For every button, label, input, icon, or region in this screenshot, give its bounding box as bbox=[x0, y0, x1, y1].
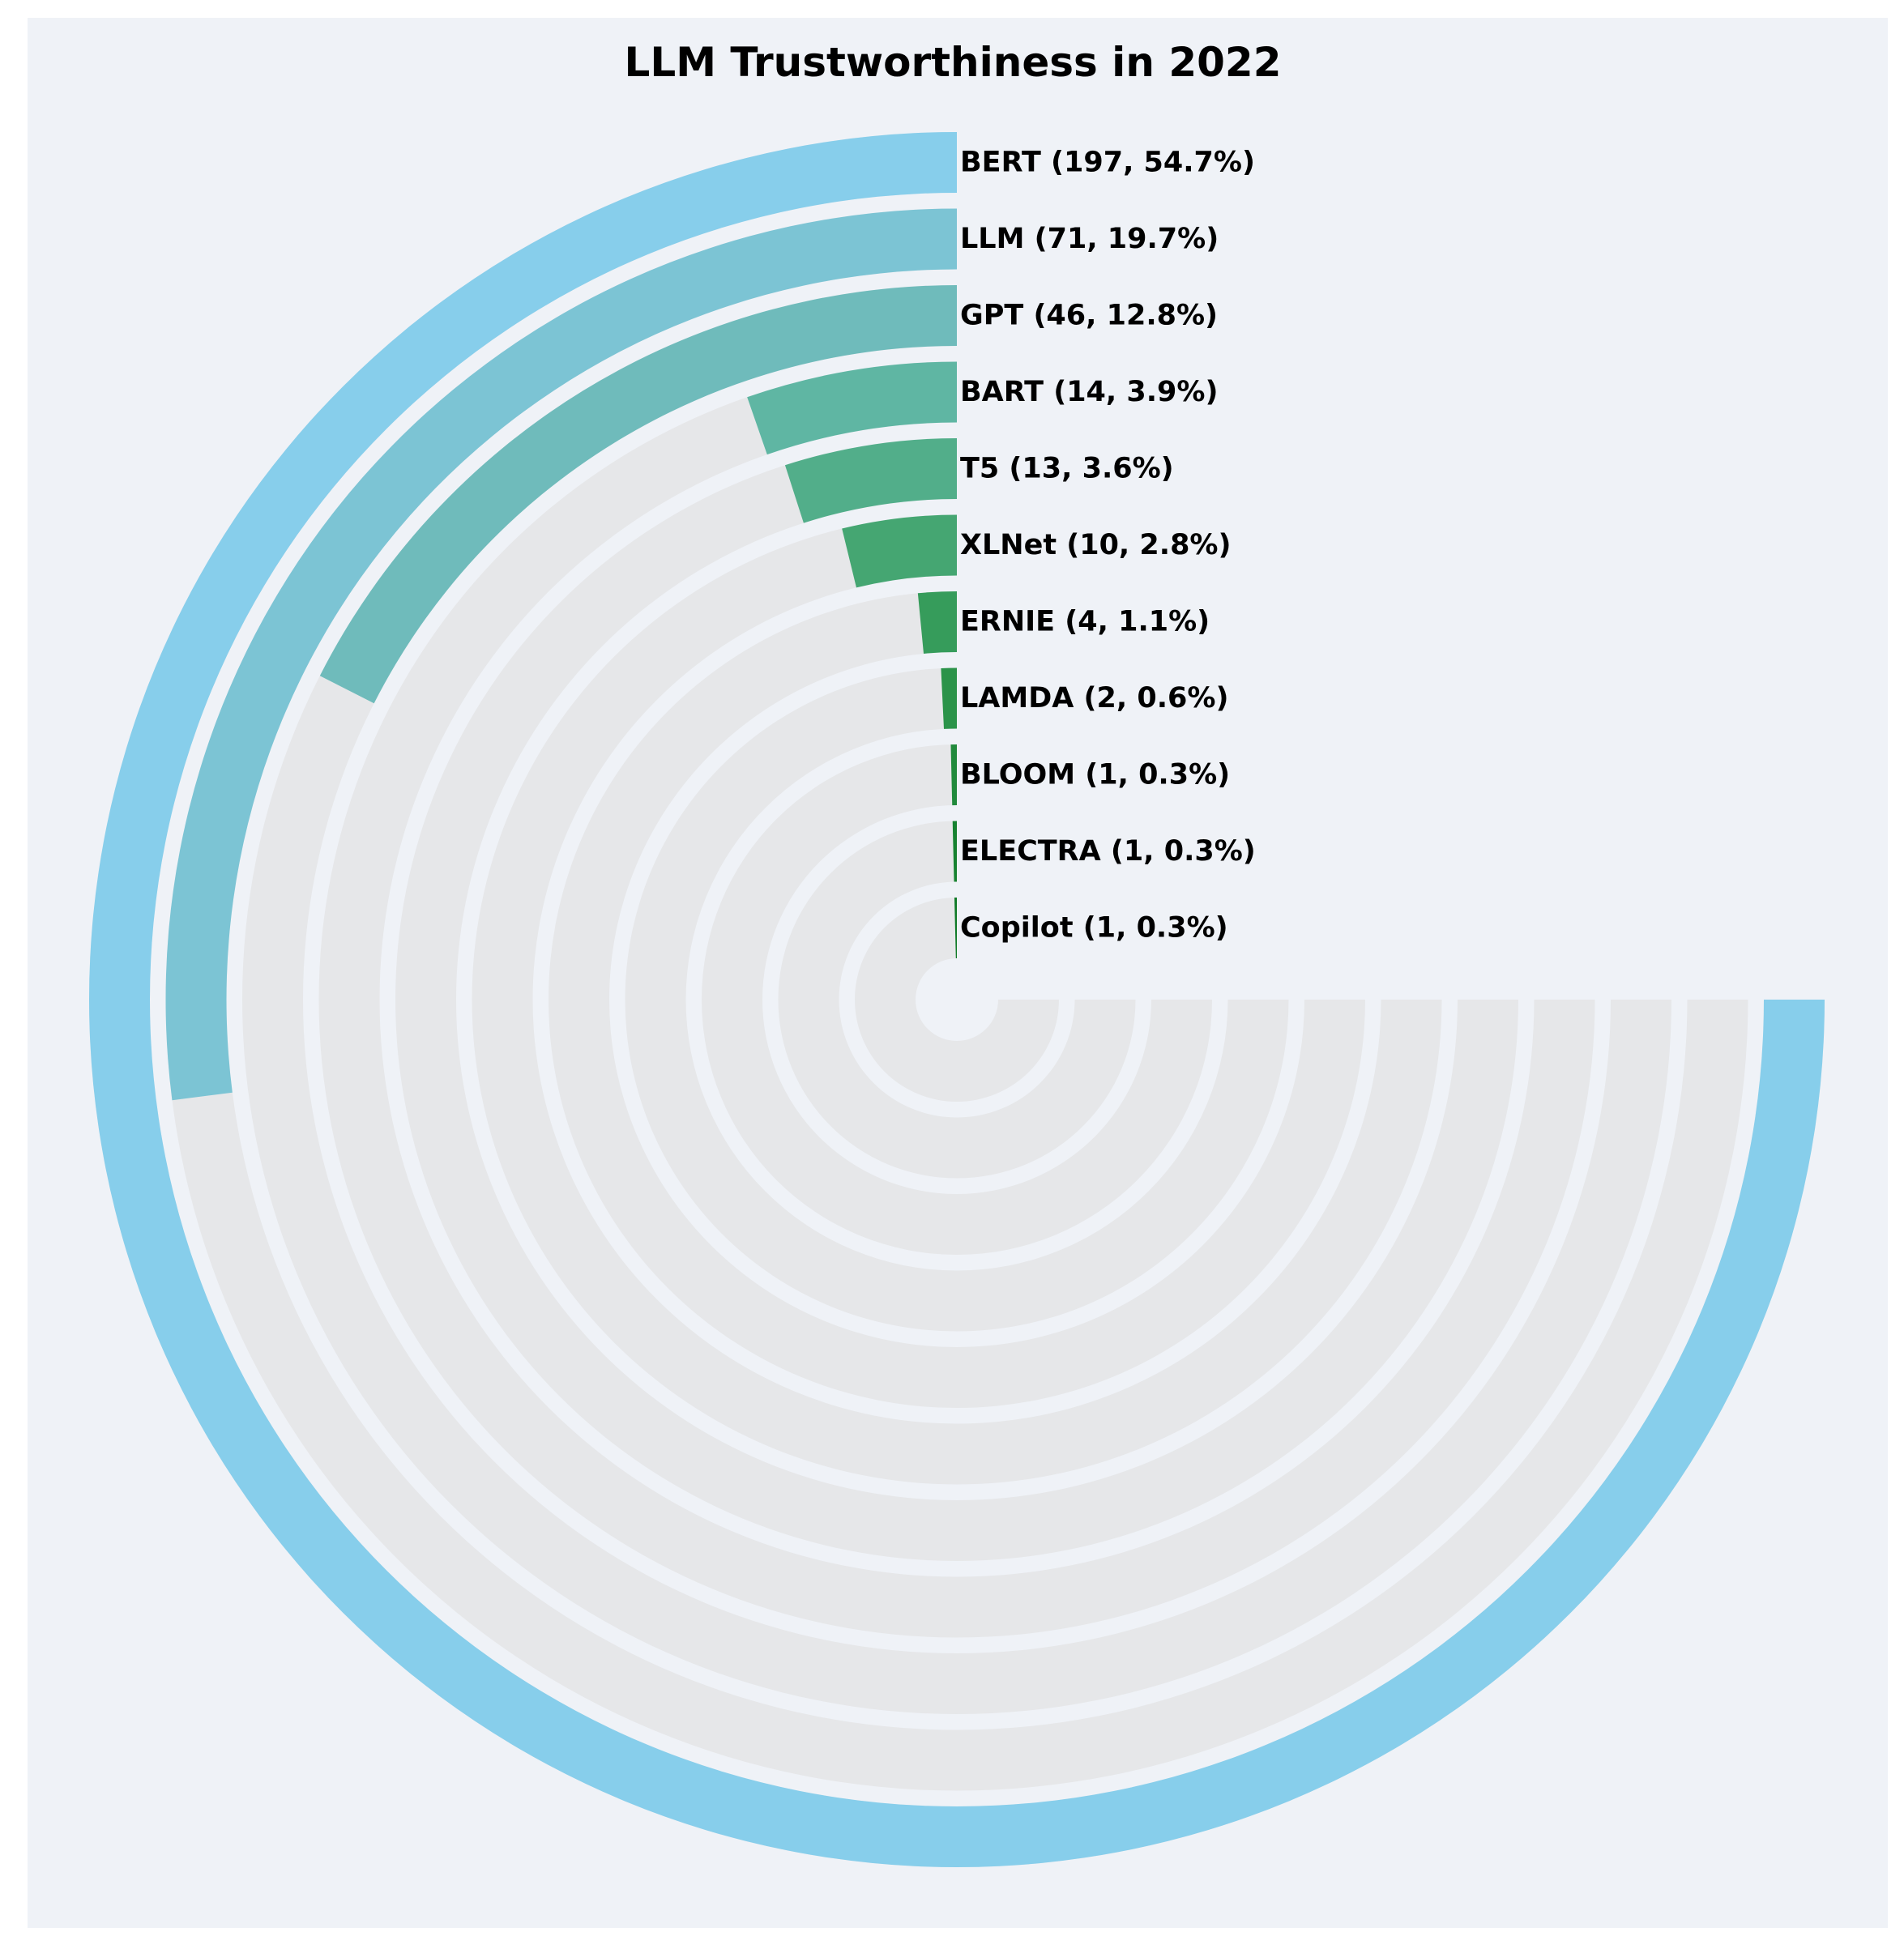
bars-group bbox=[89, 132, 1825, 1867]
label-bert: BERT (197, 54.7%) bbox=[960, 147, 1255, 179]
label-electra: ELECTRA (1, 0.3%) bbox=[960, 835, 1256, 868]
plot-background bbox=[28, 18, 1888, 1928]
label-xlnet: XLNet (10, 2.8%) bbox=[960, 529, 1231, 561]
bar-lamda bbox=[941, 667, 957, 729]
bar-bloom bbox=[950, 744, 957, 806]
track-electra bbox=[778, 821, 1136, 1179]
track-copilot bbox=[855, 898, 1059, 1102]
bar-bart bbox=[747, 361, 957, 455]
bar-copilot bbox=[954, 898, 957, 959]
bar-ernie bbox=[917, 591, 957, 654]
bar-t5 bbox=[784, 438, 957, 523]
bar-electra bbox=[952, 821, 957, 882]
label-t5: T5 (13, 3.6%) bbox=[960, 453, 1174, 485]
bar-xlnet bbox=[842, 514, 957, 588]
labels-group: BERT (197, 54.7%) LLM (71, 19.7%) GPT (46,… bbox=[960, 147, 1256, 945]
label-llm: LLM (71, 19.7%) bbox=[960, 223, 1219, 255]
bar-gpt bbox=[319, 285, 957, 704]
label-bloom: BLOOM (1, 0.3%) bbox=[960, 759, 1230, 791]
label-gpt: GPT (46, 12.8%) bbox=[960, 300, 1218, 332]
label-copilot: Copilot (1, 0.3%) bbox=[960, 912, 1228, 945]
background-tracks bbox=[89, 132, 1825, 1867]
chart-title: LLM Trustworthiness in 2022 bbox=[625, 39, 1282, 86]
label-ernie: ERNIE (4, 1.1%) bbox=[960, 606, 1210, 638]
label-lamda: LAMDA (2, 0.6%) bbox=[960, 682, 1228, 714]
label-bart: BART (14, 3.9%) bbox=[960, 376, 1218, 408]
